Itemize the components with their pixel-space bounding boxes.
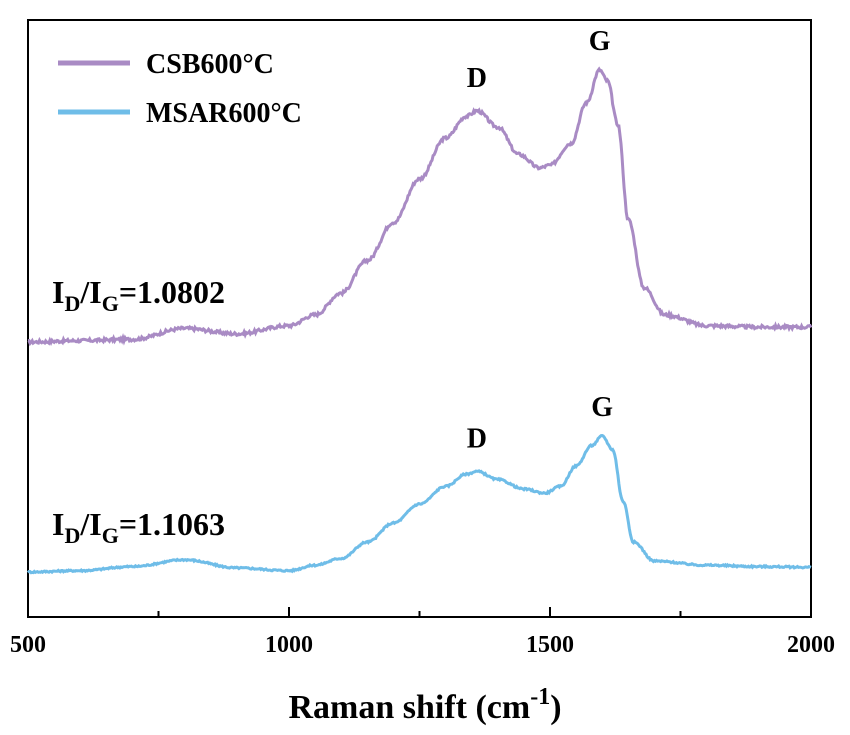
- series-line-msar600: [26, 433, 812, 575]
- ratio-msar-sub1: D: [64, 523, 80, 548]
- x-tick-label-500: 500: [10, 632, 46, 658]
- ratio-msar-i2: I: [89, 506, 101, 542]
- legend-label-csb: CSB600°C: [146, 49, 274, 80]
- ratio-label-csb600: ID/IG=1.0802: [52, 274, 225, 316]
- peak-label-msar-d: D: [467, 423, 487, 454]
- ratio-csb-i1: I: [52, 274, 64, 310]
- peak-label-csb-d: D: [467, 63, 487, 94]
- ratio-msar-sub2: G: [102, 523, 119, 548]
- x-tick-label-1500: 1500: [526, 632, 574, 658]
- x-axis-label-close: ): [550, 689, 561, 726]
- x-axis-label-main: Raman shift (cm: [288, 689, 530, 726]
- ratio-csb-value: =1.0802: [119, 274, 225, 310]
- ratio-msar-i1: I: [52, 506, 64, 542]
- ratio-csb-i2: I: [89, 274, 101, 310]
- x-tick-label-2000: 2000: [787, 632, 835, 658]
- x-tick-label-1000: 1000: [265, 632, 313, 658]
- ratio-csb-sub1: D: [64, 291, 80, 316]
- legend-label-msar: MSAR600°C: [146, 98, 302, 129]
- series-line-csb600: [27, 66, 813, 347]
- peak-label-csb-g: G: [589, 26, 611, 57]
- ratio-csb-sub2: G: [102, 291, 119, 316]
- x-axis-label: Raman shift (cm-1): [288, 684, 561, 726]
- x-ticks: [27, 607, 812, 617]
- ratio-msar-slash: /: [79, 506, 90, 542]
- x-axis-label-sup: -1: [530, 684, 550, 710]
- ratio-label-msar600: ID/IG=1.1063: [52, 506, 225, 548]
- peak-label-msar-g: G: [591, 392, 613, 423]
- ratio-msar-value: =1.1063: [119, 506, 225, 542]
- ratio-csb-slash: /: [79, 274, 90, 310]
